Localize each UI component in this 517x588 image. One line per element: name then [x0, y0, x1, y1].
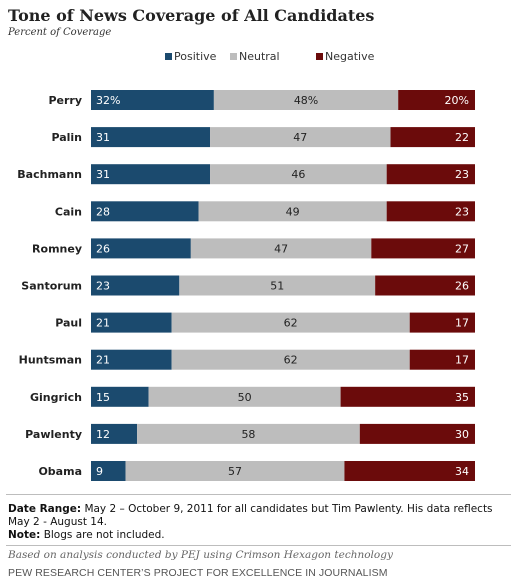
data-label-positive: 12: [96, 428, 110, 441]
category-label: Obama: [38, 465, 82, 478]
note-label: Note:: [8, 529, 41, 541]
source-text: Based on analysis conducted by PEJ using…: [8, 549, 393, 561]
bar-segment-negative: [398, 90, 475, 110]
data-label-positive: 31: [96, 131, 110, 144]
bar-segment-neutral: [137, 423, 360, 444]
bar-segment-positive: [91, 164, 211, 185]
category-label: Pawlenty: [25, 428, 82, 441]
bar-segment-positive: [91, 312, 172, 333]
bar-segment-positive: [91, 238, 191, 259]
category-label: Paul: [55, 317, 82, 330]
data-label-positive: 23: [96, 280, 110, 293]
bar-segment-positive: [91, 90, 214, 110]
category-label: Bachmann: [17, 168, 82, 181]
legend-label-neutral: Neutral: [239, 50, 280, 63]
data-label-negative: 23: [455, 168, 469, 181]
bar-segment-positive: [91, 349, 172, 370]
bar-segment-neutral: [210, 164, 387, 185]
chart-subtitle: Percent of Coverage: [8, 27, 112, 38]
data-label-positive: 21: [96, 317, 110, 330]
bar-segment-negative: [340, 386, 475, 407]
bar-segment-negative: [371, 238, 475, 259]
bar-segment-neutral: [171, 349, 410, 370]
data-label-negative: 26: [455, 280, 469, 293]
bar-segment-neutral: [125, 461, 345, 481]
data-label-negative: 30: [455, 428, 469, 441]
bar-segment-positive: [91, 461, 126, 481]
date-range-note: Date Range: May 2 – October 9, 2011 for …: [8, 503, 508, 529]
data-label-negative: 34: [455, 465, 469, 478]
date-range-text: May 2 – October 9, 2011 for all candidat…: [8, 503, 493, 528]
data-label-positive: 28: [96, 205, 110, 218]
data-label-negative: 20%: [445, 94, 469, 107]
category-label: Gingrich: [30, 391, 82, 404]
data-label-neutral: 47: [274, 242, 288, 255]
bar-segment-positive: [91, 201, 199, 222]
legend-label-negative: Negative: [325, 50, 375, 63]
data-label-neutral: 62: [284, 354, 298, 367]
bar-segment-neutral: [213, 90, 399, 110]
bar-segment-negative: [390, 127, 475, 148]
bar-segment-neutral: [210, 127, 391, 148]
chart-title: Tone of News Coverage of All Candidates: [8, 6, 375, 25]
legend-swatch-negative: [316, 53, 323, 60]
data-label-neutral: 57: [228, 465, 242, 478]
bar-segment-negative: [386, 164, 475, 185]
data-label-negative: 27: [455, 242, 469, 255]
source-divider: [6, 545, 511, 546]
data-label-positive: 9: [96, 465, 103, 478]
category-label: Huntsman: [19, 354, 82, 367]
category-label: Romney: [32, 242, 82, 255]
category-label: Palin: [51, 131, 82, 144]
data-label-positive: 26: [96, 242, 110, 255]
blogs-note: Note: Blogs are not included.: [8, 529, 508, 542]
data-label-neutral: 49: [286, 205, 300, 218]
bar-segment-neutral: [190, 238, 372, 259]
bar-segment-neutral: [171, 312, 410, 333]
data-label-positive: 31: [96, 168, 110, 181]
data-label-negative: 35: [455, 391, 469, 404]
bar-segment-negative: [344, 461, 475, 481]
bar-segment-positive: [91, 386, 149, 407]
bar-segment-negative: [409, 349, 475, 370]
bar-segment-positive: [91, 127, 211, 148]
bar-segment-negative: [375, 275, 475, 296]
bar-segment-neutral: [179, 275, 376, 296]
data-label-neutral: 47: [293, 131, 307, 144]
legend-label-positive: Positive: [174, 50, 217, 63]
notes-divider: [6, 494, 511, 495]
data-label-neutral: 48%: [294, 94, 318, 107]
bar-segment-positive: [91, 275, 180, 296]
data-label-positive: 32%: [96, 94, 120, 107]
date-range-label: Date Range:: [8, 503, 82, 515]
data-label-neutral: 46: [291, 168, 305, 181]
org-credit: PEW RESEARCH CENTER’S PROJECT FOR EXCELL…: [8, 567, 388, 579]
data-label-neutral: 62: [284, 317, 298, 330]
data-label-positive: 21: [96, 354, 110, 367]
data-label-positive: 15: [96, 391, 110, 404]
data-label-negative: 17: [455, 354, 469, 367]
data-label-negative: 17: [455, 317, 469, 330]
legend-swatch-positive: [165, 53, 172, 60]
bar-segment-neutral: [148, 386, 341, 407]
bar-segment-negative: [409, 312, 475, 333]
data-label-negative: 23: [455, 205, 469, 218]
data-label-neutral: 51: [270, 280, 284, 293]
bar-segment-neutral: [198, 201, 387, 222]
bar-segment-positive: [91, 423, 138, 444]
category-label: Cain: [55, 205, 82, 218]
legend-swatch-neutral: [230, 53, 237, 60]
note-text: Blogs are not included.: [43, 529, 165, 541]
bar-segment-negative: [386, 201, 475, 222]
bar-segment-negative: [359, 423, 475, 444]
category-label: Santorum: [21, 280, 82, 293]
data-label-neutral: 58: [241, 428, 255, 441]
category-label: Perry: [48, 94, 82, 107]
data-label-neutral: 50: [238, 391, 252, 404]
stacked-bar-chart: Positive Neutral Negative Perry 32% 48% 20% Pal…: [17, 50, 475, 481]
data-label-negative: 22: [455, 131, 469, 144]
